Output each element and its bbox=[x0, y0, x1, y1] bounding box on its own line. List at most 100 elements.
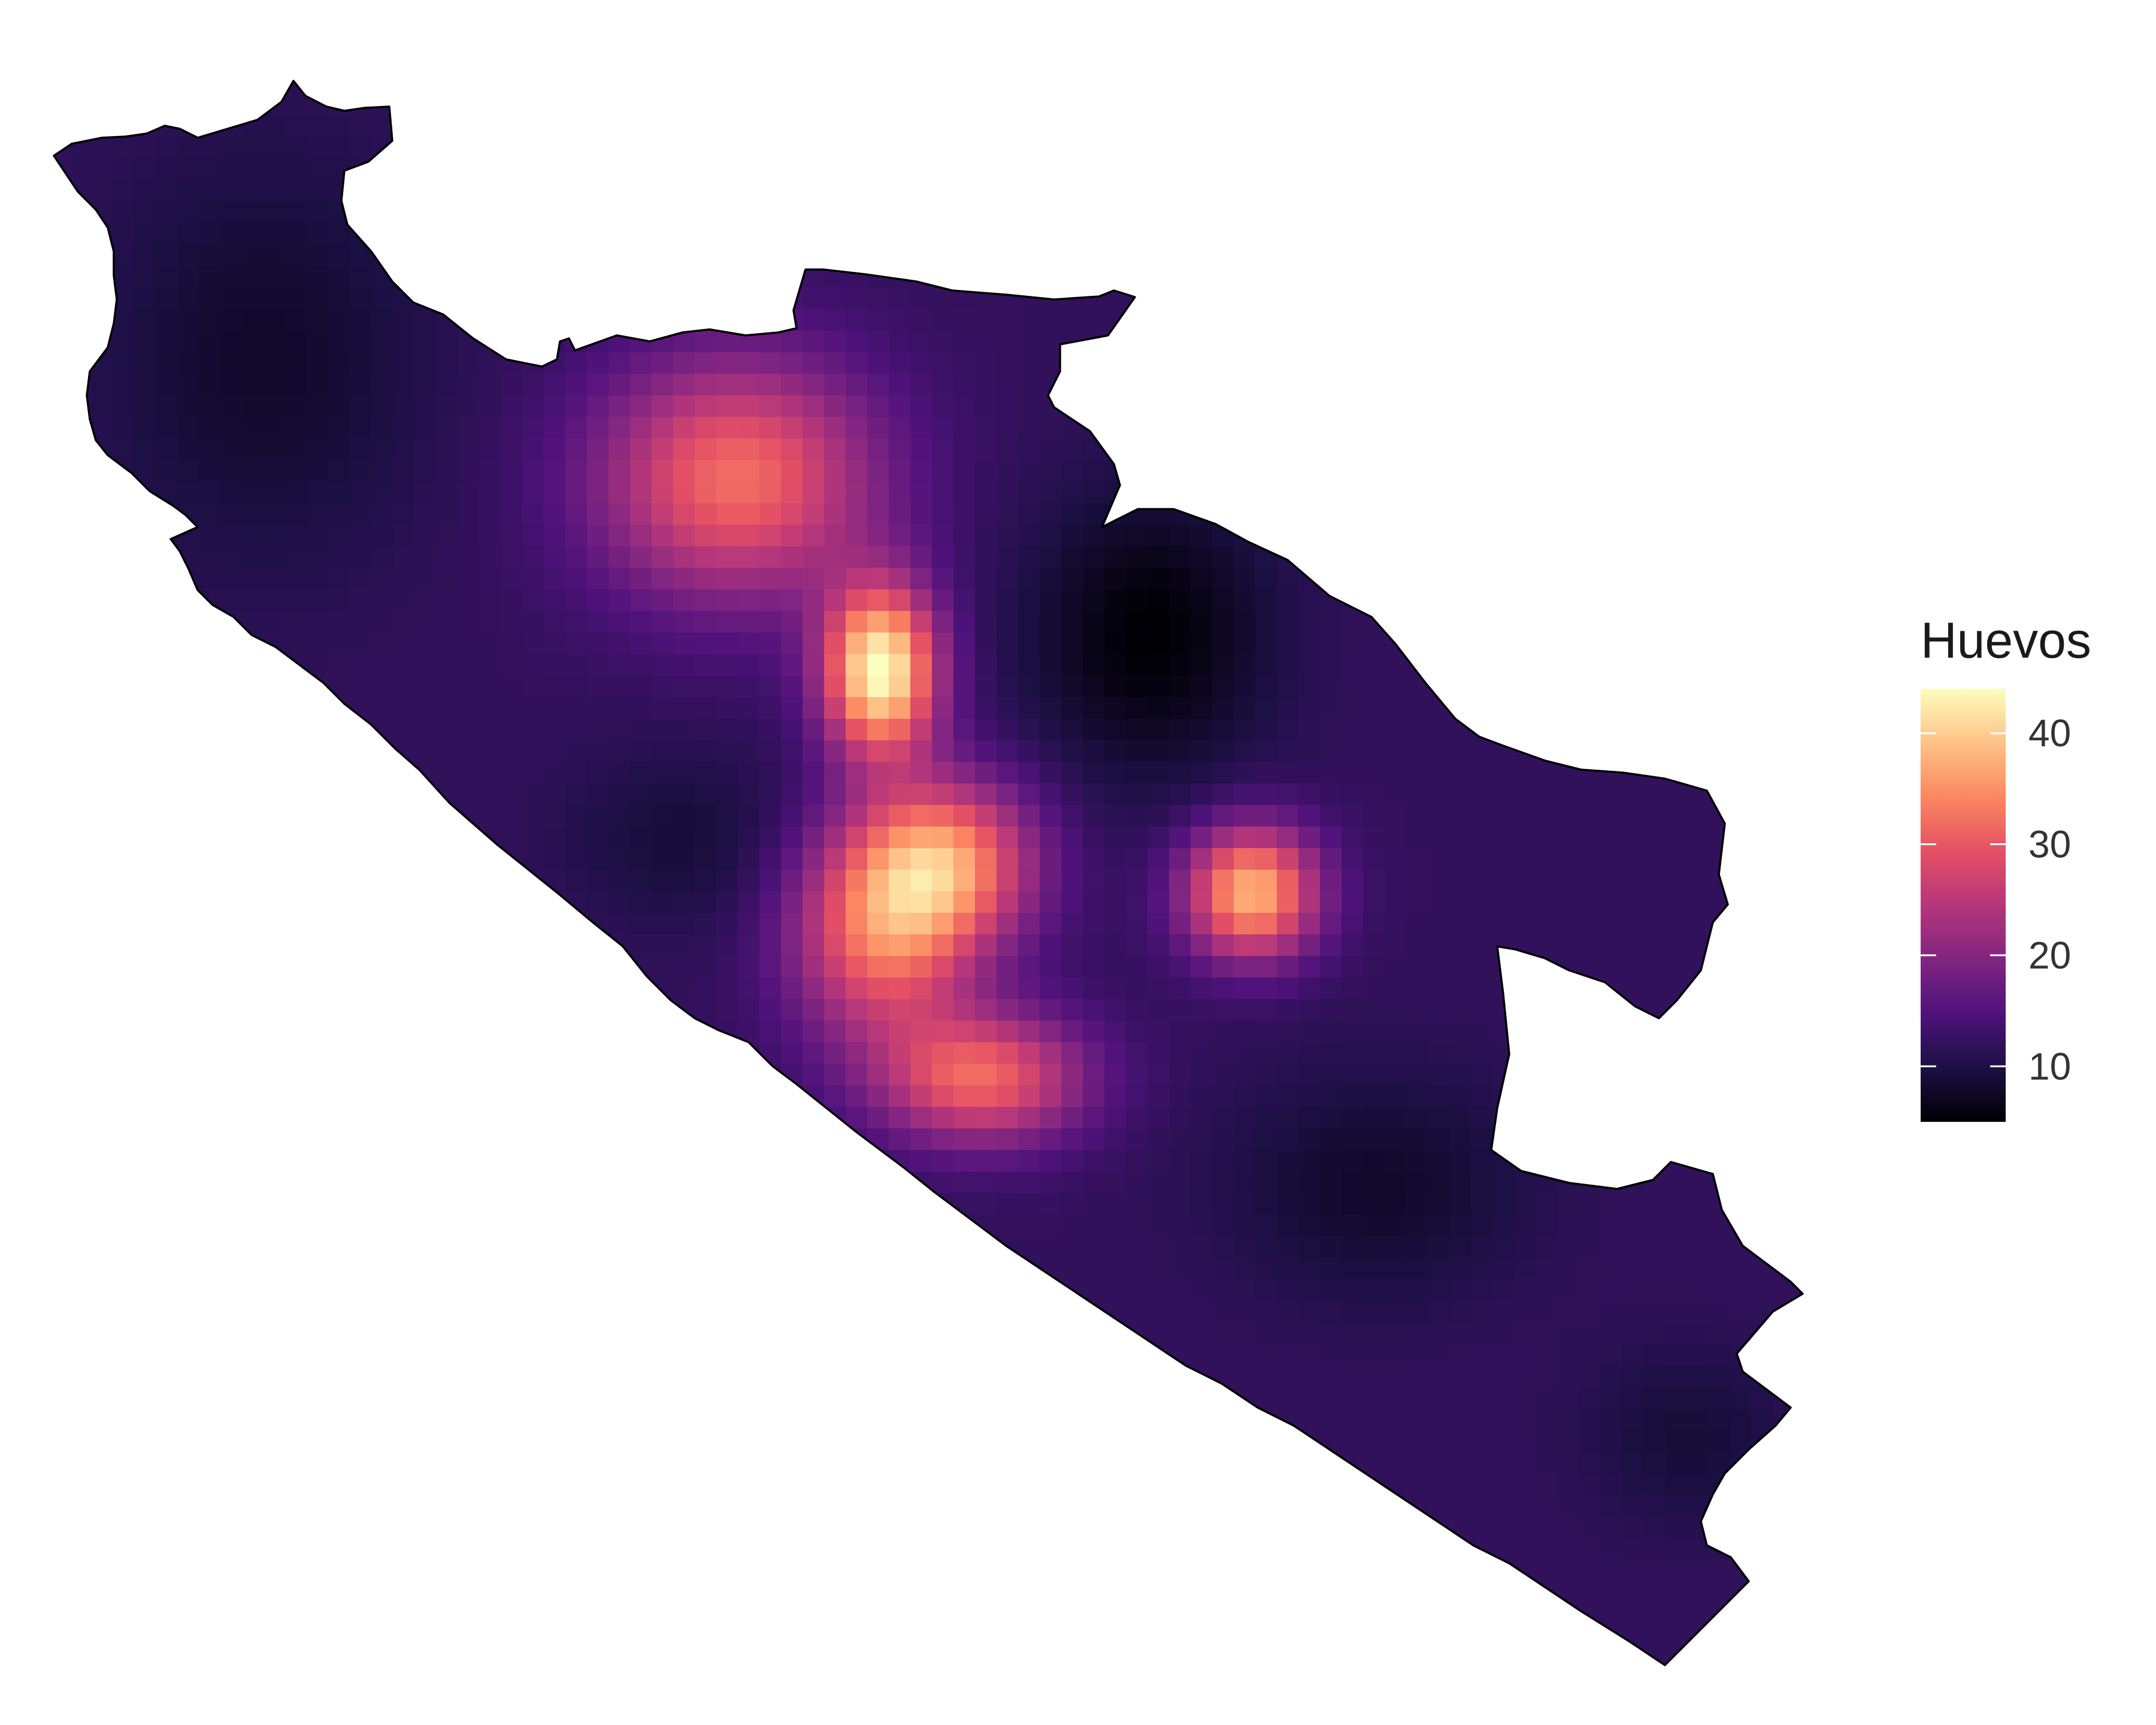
heatmap-cell bbox=[1385, 1172, 1407, 1194]
heatmap-cell bbox=[69, 654, 92, 676]
heatmap-cell bbox=[1686, 525, 1709, 547]
heatmap-cell bbox=[414, 589, 437, 612]
heatmap-cell bbox=[199, 1236, 221, 1258]
heatmap-cell bbox=[1147, 676, 1170, 698]
heatmap-cell bbox=[1342, 762, 1364, 784]
heatmap-cell bbox=[1104, 352, 1127, 374]
heatmap-cell bbox=[1255, 1042, 1277, 1064]
heatmap-cell bbox=[759, 1172, 782, 1194]
heatmap-cell bbox=[759, 482, 782, 504]
heatmap-cell bbox=[69, 827, 92, 849]
heatmap-cell bbox=[479, 956, 501, 978]
heatmap-cell bbox=[285, 848, 307, 870]
heatmap-cell bbox=[846, 288, 868, 310]
heatmap-cell bbox=[1061, 805, 1083, 827]
heatmap-cell bbox=[953, 395, 976, 417]
heatmap-cell bbox=[1536, 870, 1558, 892]
heatmap-cell bbox=[91, 870, 113, 892]
heatmap-cell bbox=[846, 309, 868, 331]
heatmap-cell bbox=[1665, 1366, 1687, 1388]
heatmap-cell bbox=[1730, 676, 1752, 698]
heatmap-cell bbox=[1600, 546, 1622, 568]
heatmap-cell bbox=[522, 1236, 544, 1258]
heatmap-cell bbox=[630, 1172, 652, 1194]
heatmap-cell bbox=[1298, 460, 1321, 482]
heatmap-cell bbox=[1212, 1150, 1234, 1172]
heatmap-cell bbox=[1277, 503, 1299, 525]
heatmap-cell bbox=[1147, 525, 1170, 547]
heatmap-cell bbox=[1708, 1301, 1730, 1323]
heatmap-cell bbox=[1622, 266, 1644, 288]
heatmap-cell bbox=[1040, 848, 1062, 870]
heatmap-cell bbox=[997, 546, 1019, 568]
heatmap-cell bbox=[932, 1107, 954, 1129]
heatmap-cell bbox=[867, 417, 889, 439]
heatmap-cell bbox=[587, 1107, 609, 1129]
heatmap-cell bbox=[1600, 93, 1622, 116]
heatmap-cell bbox=[393, 1064, 415, 1086]
heatmap-cell bbox=[436, 244, 458, 267]
heatmap-cell bbox=[436, 589, 458, 612]
heatmap-cell bbox=[1708, 1258, 1730, 1280]
heatmap-cell bbox=[1255, 201, 1277, 223]
heatmap-cell bbox=[1277, 1150, 1299, 1172]
heatmap-cell bbox=[1514, 913, 1536, 935]
heatmap-cell bbox=[1191, 762, 1213, 784]
heatmap-cell bbox=[458, 1193, 480, 1215]
heatmap-cell bbox=[1665, 956, 1687, 978]
heatmap-cell bbox=[652, 913, 674, 935]
heatmap-cell bbox=[565, 1344, 588, 1366]
heatmap-cell bbox=[1298, 115, 1321, 137]
heatmap-cell bbox=[479, 1128, 501, 1151]
heatmap-cell bbox=[1147, 956, 1170, 978]
heatmap-cell bbox=[695, 1344, 717, 1366]
heatmap-cell bbox=[673, 460, 695, 482]
heatmap-cell bbox=[1471, 223, 1493, 245]
heatmap-cell bbox=[501, 891, 523, 913]
heatmap-cell bbox=[544, 395, 566, 417]
heatmap-cell bbox=[458, 201, 480, 223]
heatmap-cell bbox=[846, 740, 868, 762]
heatmap-cell bbox=[695, 783, 717, 806]
heatmap-cell bbox=[738, 1193, 760, 1215]
heatmap-cell bbox=[69, 1107, 92, 1129]
heatmap-cell bbox=[997, 266, 1019, 288]
heatmap-cell bbox=[1126, 1193, 1148, 1215]
heatmap-cell bbox=[867, 180, 889, 202]
heatmap-cell bbox=[1342, 460, 1364, 482]
heatmap-cell bbox=[177, 438, 199, 461]
heatmap-cell bbox=[1255, 1085, 1277, 1107]
heatmap-cell bbox=[695, 1107, 717, 1129]
heatmap-cell bbox=[1040, 1085, 1062, 1107]
heatmap-cell bbox=[458, 978, 480, 1000]
heatmap-cell bbox=[1169, 589, 1191, 612]
heatmap-cell bbox=[695, 740, 717, 762]
heatmap-cell bbox=[608, 719, 631, 741]
heatmap-cell bbox=[824, 1215, 846, 1237]
heatmap-cell bbox=[1449, 1258, 1471, 1280]
heatmap-cell bbox=[738, 611, 760, 633]
heatmap-cell bbox=[867, 1258, 889, 1280]
heatmap-cell bbox=[608, 438, 631, 461]
heatmap-cell bbox=[522, 288, 544, 310]
heatmap-cell bbox=[1708, 783, 1730, 806]
heatmap-cell bbox=[1428, 1193, 1450, 1215]
heatmap-cell bbox=[1665, 438, 1687, 461]
heatmap-cell bbox=[544, 568, 566, 590]
heatmap-cell bbox=[1406, 1172, 1428, 1194]
heatmap-cell bbox=[1277, 158, 1299, 180]
heatmap-cell bbox=[522, 438, 544, 461]
heatmap-cell bbox=[1449, 115, 1471, 137]
heatmap-cell bbox=[177, 1128, 199, 1151]
heatmap-cell bbox=[1449, 180, 1471, 202]
heatmap-cell bbox=[1492, 1128, 1515, 1151]
heatmap-cell bbox=[738, 1172, 760, 1194]
heatmap-cell bbox=[458, 697, 480, 719]
heatmap-cell bbox=[565, 352, 588, 374]
heatmap-cell bbox=[1773, 1215, 1795, 1237]
heatmap-cell bbox=[975, 331, 997, 353]
heatmap-cell bbox=[673, 1128, 695, 1151]
heatmap-cell bbox=[544, 589, 566, 612]
heatmap-cell bbox=[91, 654, 113, 676]
heatmap-cell bbox=[1406, 1236, 1428, 1258]
